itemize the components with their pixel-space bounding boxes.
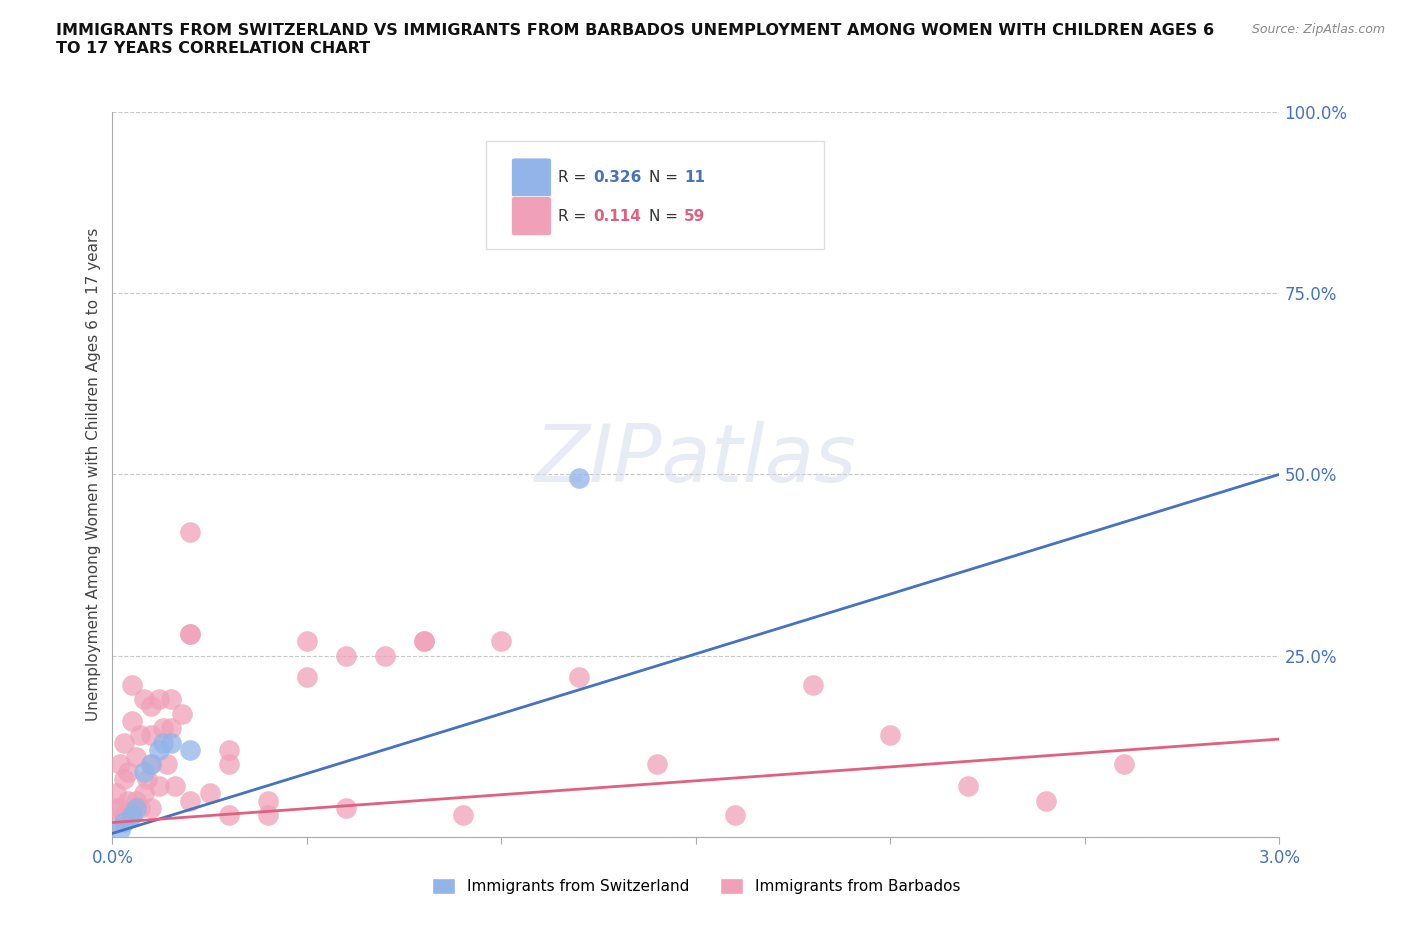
Point <box>218 808 240 823</box>
Point <box>105 815 128 830</box>
Point <box>179 742 201 757</box>
Point <box>1035 793 1057 808</box>
Point <box>160 692 183 707</box>
Point <box>112 815 135 830</box>
Text: R =: R = <box>558 170 592 185</box>
Point <box>112 772 135 787</box>
Point <box>132 692 155 707</box>
Text: 59: 59 <box>685 208 706 223</box>
Text: N =: N = <box>650 170 683 185</box>
Text: 0.114: 0.114 <box>593 208 641 223</box>
Point <box>568 670 591 684</box>
Point <box>132 764 155 779</box>
Point <box>179 793 201 808</box>
Point <box>141 757 163 772</box>
Point <box>125 793 148 808</box>
Point <box>141 801 163 816</box>
Point <box>879 728 901 743</box>
Point <box>412 633 434 648</box>
Point <box>179 627 201 642</box>
Point <box>1112 757 1135 772</box>
Text: 11: 11 <box>685 170 706 185</box>
Point <box>125 750 148 764</box>
Point <box>132 786 155 801</box>
Point <box>141 757 163 772</box>
Point <box>128 801 150 816</box>
Point <box>451 808 474 823</box>
Point <box>724 808 747 823</box>
Text: 0.326: 0.326 <box>593 170 641 185</box>
Point <box>179 525 201 539</box>
Point <box>117 764 139 779</box>
Point <box>335 801 357 816</box>
Point <box>105 786 128 801</box>
Point <box>136 772 159 787</box>
Text: ZIPatlas: ZIPatlas <box>534 420 858 498</box>
Point <box>112 736 135 751</box>
Point <box>172 706 194 721</box>
Text: R =: R = <box>558 208 592 223</box>
Point <box>141 728 163 743</box>
Point <box>125 801 148 816</box>
Text: Source: ZipAtlas.com: Source: ZipAtlas.com <box>1251 23 1385 36</box>
Text: IMMIGRANTS FROM SWITZERLAND VS IMMIGRANTS FROM BARBADOS UNEMPLOYMENT AMONG WOMEN: IMMIGRANTS FROM SWITZERLAND VS IMMIGRANT… <box>56 23 1215 56</box>
Point <box>295 670 318 684</box>
Point <box>121 808 143 823</box>
Point <box>163 778 186 793</box>
Point <box>112 808 135 823</box>
Point <box>160 736 183 751</box>
Point <box>645 757 668 772</box>
Legend: Immigrants from Switzerland, Immigrants from Barbados: Immigrants from Switzerland, Immigrants … <box>425 870 967 902</box>
Point <box>105 801 128 816</box>
Point <box>152 721 174 736</box>
Point <box>148 692 170 707</box>
Point <box>491 633 513 648</box>
Point <box>121 713 143 728</box>
Point <box>148 778 170 793</box>
Point <box>148 742 170 757</box>
Point <box>257 793 280 808</box>
Point <box>160 721 183 736</box>
Point <box>128 728 150 743</box>
FancyBboxPatch shape <box>486 140 824 249</box>
Point <box>110 822 132 837</box>
Point <box>198 786 221 801</box>
Point <box>957 778 980 793</box>
Point <box>117 793 139 808</box>
Point <box>156 757 179 772</box>
Text: N =: N = <box>650 208 683 223</box>
Point <box>141 699 163 714</box>
Y-axis label: Unemployment Among Women with Children Ages 6 to 17 years: Unemployment Among Women with Children A… <box>86 228 101 721</box>
Point <box>801 677 824 692</box>
Point <box>218 742 240 757</box>
Point <box>568 471 591 485</box>
Point <box>218 757 240 772</box>
Point <box>295 633 318 648</box>
Point <box>121 808 143 823</box>
FancyBboxPatch shape <box>512 196 551 235</box>
Point <box>374 648 396 663</box>
Point <box>412 633 434 648</box>
Point <box>121 677 143 692</box>
FancyBboxPatch shape <box>512 158 551 197</box>
Point <box>110 757 132 772</box>
Point <box>335 648 357 663</box>
Point <box>110 801 132 816</box>
Point <box>257 808 280 823</box>
Point <box>152 736 174 751</box>
Point <box>179 627 201 642</box>
